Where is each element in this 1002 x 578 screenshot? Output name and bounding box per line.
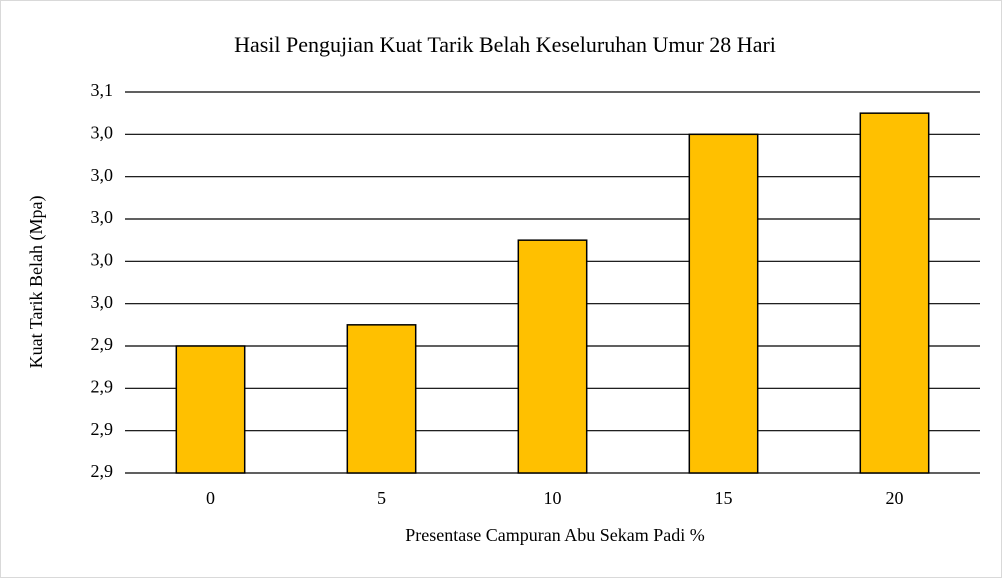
- bar: [859, 112, 930, 474]
- y-tick-label: 3,0: [91, 122, 114, 142]
- y-tick-label: 2,9: [91, 461, 114, 481]
- x-tick-label: 5: [377, 488, 386, 508]
- chart-title: Hasil Pengujian Kuat Tarik Belah Keselur…: [234, 32, 776, 57]
- y-tick-label: 2,9: [91, 376, 114, 396]
- x-tick-label: 10: [544, 488, 562, 508]
- y-axis-label: Kuat Tarik Belah (Mpa): [26, 196, 47, 369]
- x-tick-label: 0: [206, 488, 215, 508]
- x-axis-label: Presentase Campuran Abu Sekam Padi %: [405, 525, 704, 545]
- y-tick-label: 2,9: [91, 334, 114, 354]
- y-tick-label: 2,9: [91, 419, 114, 439]
- x-tick-label: 20: [886, 488, 904, 508]
- bar: [175, 345, 246, 474]
- bar: [517, 239, 588, 474]
- y-tick-label: 3,0: [91, 207, 114, 227]
- x-tick-label: 15: [715, 488, 733, 508]
- bar: [346, 324, 417, 474]
- bar: [688, 133, 759, 474]
- y-tick-label: 3,0: [91, 165, 114, 185]
- y-tick-label: 3,0: [91, 249, 114, 269]
- y-tick-label: 3,1: [91, 80, 114, 100]
- y-tick-label: 3,0: [91, 292, 114, 312]
